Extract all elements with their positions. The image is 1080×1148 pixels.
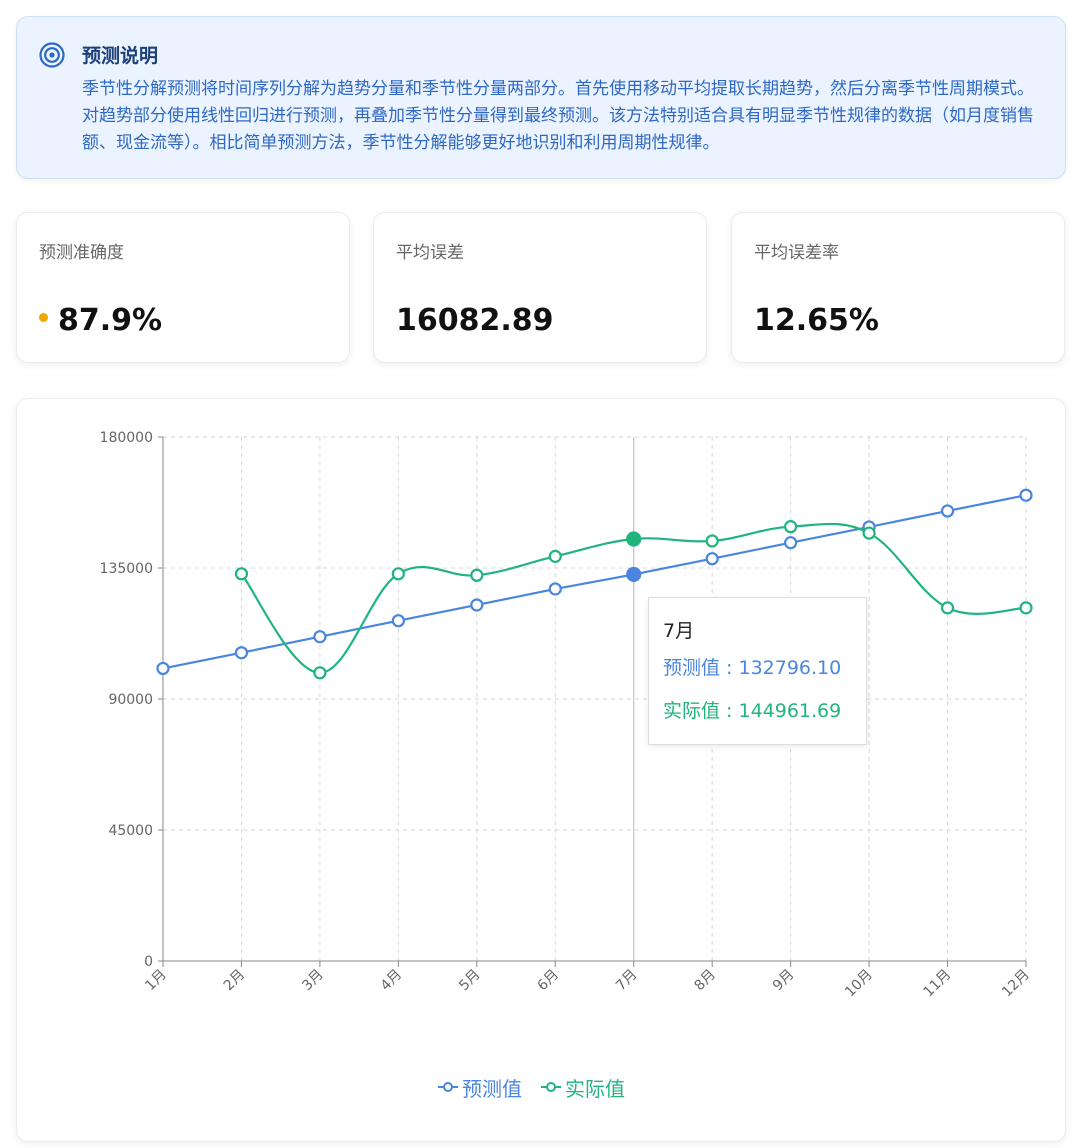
metric-value: 12.65% xyxy=(754,303,879,338)
x-tick-label: 10月 xyxy=(842,967,876,1001)
data-point xyxy=(705,534,719,548)
metric-card-mean-error: 平均误差 16082.89 xyxy=(373,212,707,363)
data-point xyxy=(234,646,249,660)
data-point xyxy=(548,582,562,596)
metric-card-accuracy: 预测准确度 87.9% xyxy=(16,212,350,363)
legend-label: 实际值 xyxy=(565,1077,625,1101)
tooltip-month: 7月 xyxy=(663,620,695,642)
data-point xyxy=(784,520,798,534)
data-point xyxy=(705,552,719,566)
chart-tooltip: 7月 预测值 : 132796.10 实际值 : 144961.69 xyxy=(648,597,867,745)
data-point xyxy=(940,504,955,518)
data-point xyxy=(626,531,642,547)
data-point xyxy=(626,566,642,583)
data-point xyxy=(313,630,327,644)
forecast-explanation-panel: 预测说明 季节性分解预测将时间序列分解为趋势分量和季节性分量两部分。首先使用移动… xyxy=(16,16,1066,179)
tooltip-predicted: 预测值 : 132796.10 xyxy=(663,657,842,679)
y-tick-label: 90000 xyxy=(108,692,153,708)
x-tick-label: 5月 xyxy=(456,967,484,995)
tooltip-actual: 实际值 : 144961.69 xyxy=(663,700,842,722)
data-point xyxy=(313,666,327,680)
data-point xyxy=(234,567,249,581)
data-point xyxy=(470,598,484,612)
series-line-actual xyxy=(240,522,1027,674)
y-tick-label: 45000 xyxy=(108,823,153,839)
data-point xyxy=(862,526,876,540)
data-point xyxy=(1019,601,1033,615)
data-point xyxy=(940,601,955,615)
metric-label: 平均误差率 xyxy=(754,243,839,263)
data-point xyxy=(784,536,798,550)
info-title: 预测说明 xyxy=(82,45,159,67)
x-tick-label: 11月 xyxy=(921,967,955,1001)
y-tick-label: 0 xyxy=(144,954,153,970)
x-tick-label: 2月 xyxy=(221,967,249,995)
data-point xyxy=(1019,488,1033,502)
data-point xyxy=(391,614,405,628)
x-tick-label: 1月 xyxy=(142,967,170,995)
metric-card-mean-error-rate: 平均误差率 12.65% xyxy=(731,212,1065,363)
data-point xyxy=(548,549,562,563)
data-point xyxy=(391,567,405,581)
metric-label: 预测准确度 xyxy=(39,243,124,263)
legend-label: 预测值 xyxy=(462,1077,522,1101)
target-icon xyxy=(39,42,65,68)
x-tick-label: 9月 xyxy=(770,967,798,995)
metric-value: 87.9% xyxy=(58,303,163,338)
x-tick-label: 12月 xyxy=(999,967,1033,1001)
x-tick-label: 7月 xyxy=(613,967,641,995)
y-tick-label: 135000 xyxy=(100,561,153,577)
x-tick-label: 8月 xyxy=(691,967,719,995)
x-tick-label: 4月 xyxy=(378,967,406,995)
status-dot xyxy=(39,313,48,322)
x-tick-label: 3月 xyxy=(299,967,327,995)
y-tick-label: 180000 xyxy=(100,430,153,446)
legend-line-icon xyxy=(541,1082,561,1092)
series-line-predicted xyxy=(162,494,1027,670)
metric-value: 16082.89 xyxy=(396,303,554,338)
x-tick-label: 6月 xyxy=(535,967,563,995)
data-point xyxy=(470,568,484,582)
metric-label: 平均误差 xyxy=(396,243,464,263)
legend-line-icon xyxy=(438,1082,458,1092)
data-point xyxy=(156,661,170,676)
info-description: 季节性分解预测将时间序列分解为趋势分量和季节性分量两部分。首先使用移动平均提取长… xyxy=(82,79,1034,153)
